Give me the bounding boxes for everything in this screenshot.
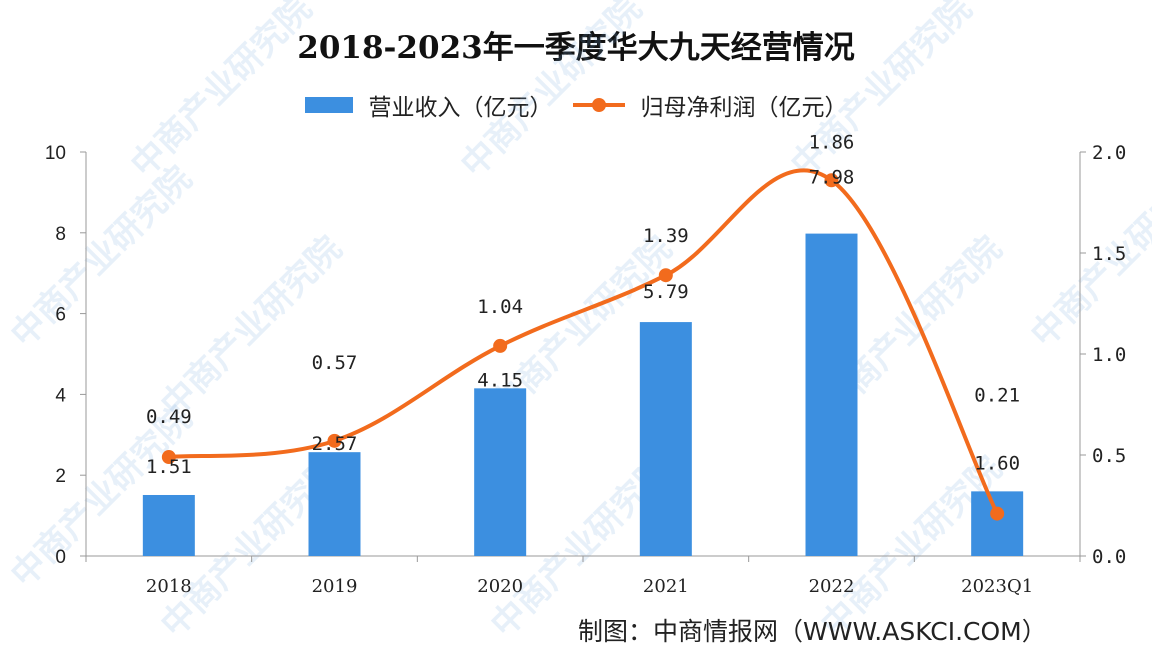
right-tick-label: 2.0	[1092, 142, 1126, 164]
legend-bar-swatch	[304, 97, 353, 113]
right-tick-label: 1.5	[1092, 243, 1126, 265]
bar-data-label: 7.98	[809, 167, 855, 189]
line-data-label: 1.86	[809, 131, 855, 153]
bar	[142, 494, 195, 556]
x-tick-label: 2019	[312, 576, 358, 597]
bar-data-label: 4.15	[477, 369, 523, 391]
x-tick-label: 2022	[809, 576, 855, 597]
bar	[971, 491, 1024, 556]
left-tick-label: 8	[55, 224, 66, 245]
right-tick-label: 0.5	[1092, 445, 1126, 467]
x-tick-label: 2023Q1	[961, 576, 1033, 597]
right-tick-label: 0.0	[1092, 546, 1126, 568]
legend-line-label: 归母净利润（亿元）	[640, 95, 848, 121]
left-tick-label: 4	[55, 385, 66, 406]
bar	[308, 452, 361, 556]
bar-data-label: 1.51	[146, 456, 192, 478]
x-tick-label: 2020	[477, 576, 523, 597]
credit: 制图：中商情报网（WWW.ASKCI.COM）	[578, 617, 1047, 646]
bar	[474, 388, 527, 556]
bar	[805, 233, 858, 556]
bar-data-label: 5.79	[643, 281, 689, 303]
profit-point	[493, 338, 508, 353]
bar	[639, 322, 692, 556]
profit-line	[168, 168, 999, 515]
line-data-label: 1.04	[477, 296, 523, 318]
bar-data-label: 1.60	[974, 452, 1020, 474]
x-tick-label: 2018	[146, 576, 192, 597]
profit-point	[824, 173, 839, 188]
x-tick-label: 2021	[643, 576, 689, 597]
right-tick-label: 1.0	[1092, 344, 1126, 366]
legend-line-swatch	[572, 98, 625, 112]
left-tick-label: 6	[55, 305, 66, 326]
line-data-label: 0.49	[146, 406, 192, 428]
line-data-label: 0.21	[974, 385, 1020, 407]
profit-point	[327, 433, 342, 448]
line-data-label: 0.57	[312, 352, 358, 374]
left-tick-label: 10	[45, 143, 66, 164]
left-tick-label: 2	[55, 466, 66, 487]
left-tick-label: 0	[55, 547, 66, 568]
bar-data-label: 2.57	[312, 433, 358, 455]
profit-point	[990, 506, 1005, 521]
chart-title: 2018-2023年一季度华大九天经营情况	[297, 30, 855, 66]
profit-point	[161, 450, 176, 465]
line-data-label: 1.39	[643, 225, 689, 247]
legend: 营业收入（亿元） 归母净利润（亿元）	[0, 88, 1152, 122]
legend-bar-label: 营业收入（亿元）	[368, 95, 553, 121]
profit-point	[658, 268, 673, 283]
